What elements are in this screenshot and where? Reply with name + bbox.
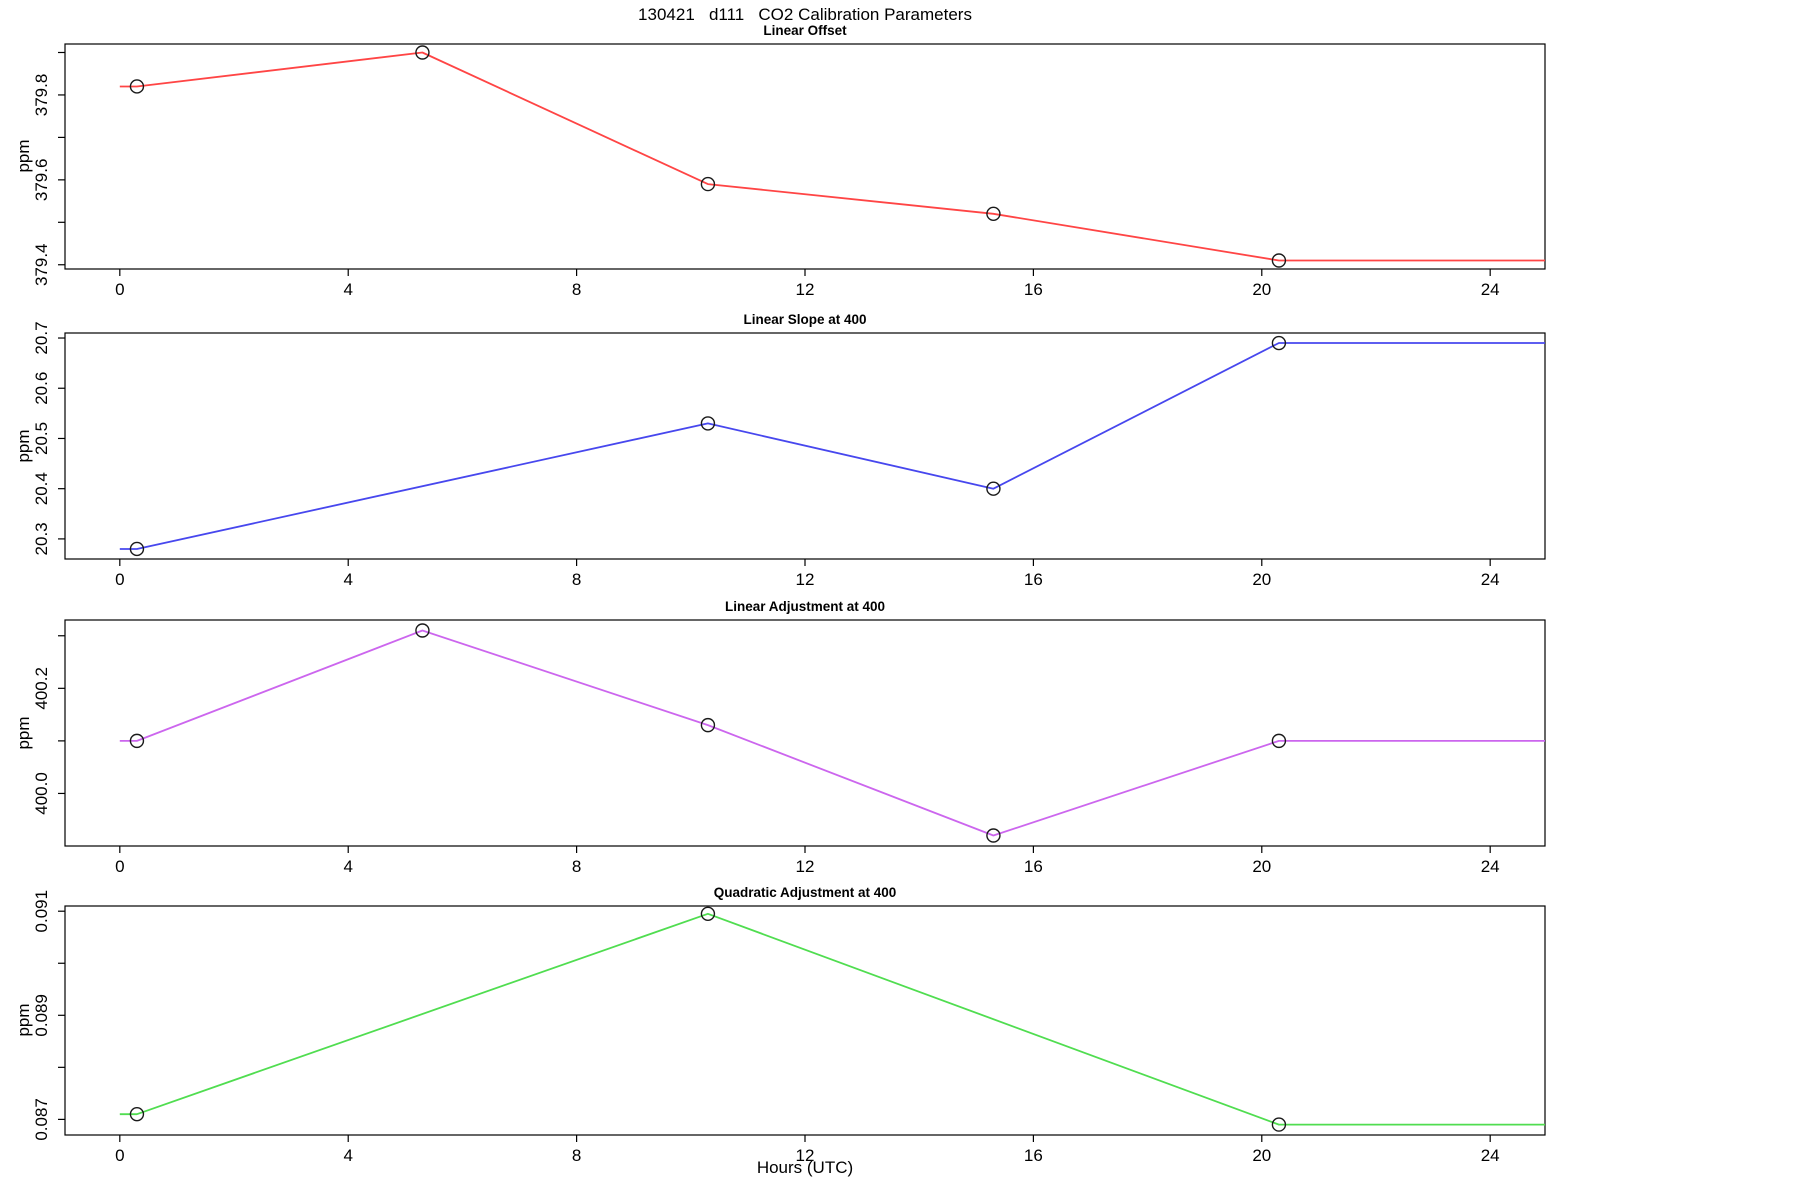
x-tick-label-0: 0 (115, 280, 124, 299)
x-tick-label-0: 16 (1024, 280, 1043, 299)
x-tick-label-1: 24 (1481, 570, 1500, 589)
plot-box-2 (64, 619, 1546, 847)
x-tick-label-2: 8 (572, 857, 581, 876)
subplot-title-quadratic-adjustment: Quadratic Adjustment at 400 (713, 885, 897, 900)
x-tick-label-2: 0 (115, 857, 124, 876)
x-tick-label-3: 4 (343, 1146, 352, 1165)
subplot-title-linear-offset: Linear Offset (763, 23, 847, 38)
x-tick-label-2: 20 (1252, 857, 1271, 876)
y-tick-label-0: 379.8 (32, 74, 51, 117)
data-point-marker-2 (129, 733, 145, 749)
y-tick-label-3: 0.089 (32, 994, 51, 1037)
x-tick-label-1: 8 (572, 570, 581, 589)
x-tick-label-0: 12 (796, 280, 815, 299)
y-tick-label-3: 0.091 (32, 890, 51, 933)
x-tick-label-3: 12 (796, 1146, 815, 1165)
data-point-marker-0 (700, 176, 716, 192)
series-line-3 (119, 912, 1545, 1126)
plot-box-0 (64, 43, 1546, 270)
x-tick-label-1: 4 (343, 570, 352, 589)
x-tick-label-1: 20 (1252, 570, 1271, 589)
data-point-marker-3 (129, 1106, 145, 1122)
y-tick-label-3: 0.087 (32, 1098, 51, 1141)
figure-title: 130421 d111 CO2 Calibration Parameters (638, 5, 972, 24)
x-tick-label-2: 24 (1481, 857, 1500, 876)
subplot-title-linear-adjustment: Linear Adjustment at 400 (724, 599, 886, 614)
data-point-marker-0 (1271, 253, 1287, 268)
x-tick-label-1: 16 (1024, 570, 1043, 589)
data-point-marker-1 (986, 481, 1001, 496)
x-tick-label-0: 4 (343, 280, 352, 299)
x-tick-label-0: 20 (1252, 280, 1271, 299)
x-axis-label-hours-utc: Hours (UTC) (756, 1158, 854, 1177)
y-tick-label-1: 20.3 (32, 522, 51, 555)
y-tick-label-0: 379.6 (32, 159, 51, 202)
x-tick-label-2: 12 (796, 857, 815, 876)
data-point-marker-0 (415, 45, 430, 60)
data-point-marker-1 (700, 416, 716, 431)
data-point-marker-0 (129, 79, 145, 94)
y-tick-label-1: 20.6 (32, 372, 51, 405)
plot-box-3 (64, 905, 1546, 1136)
x-tick-label-3: 0 (115, 1146, 124, 1165)
data-point-marker-2 (986, 828, 1001, 843)
x-tick-label-3: 16 (1024, 1146, 1043, 1165)
data-point-marker-2 (1271, 733, 1287, 749)
data-point-marker-3 (1271, 1117, 1287, 1132)
y-tick-label-1: 20.5 (32, 422, 51, 455)
data-point-marker-2 (700, 717, 716, 733)
data-point-marker-1 (1271, 335, 1287, 351)
data-point-marker-1 (129, 541, 145, 557)
y-tick-label-0: 379.4 (32, 243, 51, 286)
x-tick-label-2: 4 (343, 857, 352, 876)
series-line-0 (119, 51, 1545, 262)
data-point-marker-3 (700, 906, 716, 922)
y-tick-label-2: 400.2 (32, 667, 51, 710)
x-tick-label-1: 12 (796, 570, 815, 589)
x-tick-label-0: 24 (1481, 280, 1500, 299)
series-line-1 (119, 342, 1545, 550)
x-tick-label-3: 20 (1252, 1146, 1271, 1165)
x-tick-label-3: 8 (572, 1146, 581, 1165)
y-tick-label-1: 20.7 (32, 321, 51, 354)
x-tick-label-2: 16 (1024, 857, 1043, 876)
data-point-marker-2 (415, 623, 430, 638)
x-tick-label-3: 24 (1481, 1146, 1500, 1165)
y-tick-label-1: 20.4 (32, 472, 51, 505)
subplot-title-linear-slope: Linear Slope at 400 (743, 312, 867, 327)
series-line-2 (119, 629, 1545, 837)
x-tick-label-0: 8 (572, 280, 581, 299)
x-tick-label-1: 0 (115, 570, 124, 589)
data-point-marker-0 (986, 206, 1001, 222)
y-tick-label-2: 400.0 (32, 772, 51, 815)
